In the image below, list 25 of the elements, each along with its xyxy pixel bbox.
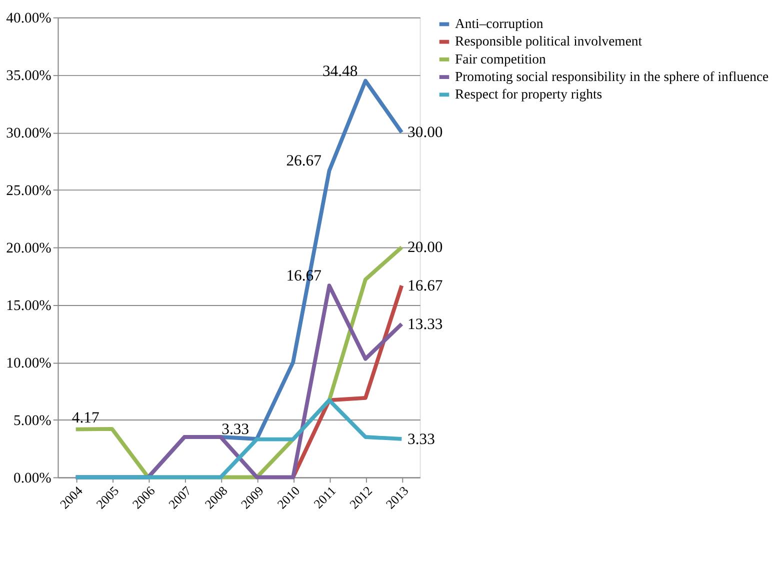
legend-label: Promoting social responsibility in the sphere of influence	[455, 68, 769, 84]
y-tick-label: 35.00%	[6, 68, 52, 84]
line-series	[74, 398, 404, 480]
y-tick-label: 0.00%	[14, 470, 52, 487]
y-tick-label: 20.00%	[6, 240, 52, 257]
data-label: 3.33	[222, 421, 250, 438]
y-tick-label: 25.00%	[6, 183, 52, 200]
data-label: 34.48	[322, 62, 358, 80]
y-tick-label: 5.00%	[14, 413, 52, 430]
data-label: 4.17	[72, 409, 100, 426]
y-tick-label: 15.00%	[6, 298, 52, 314]
y-tick-label: 10.00%	[6, 356, 52, 372]
legend-label: Responsible political involvement	[455, 34, 642, 49]
data-label: 20.00	[408, 239, 443, 256]
data-label: 13.33	[408, 316, 443, 333]
y-tick-label: 30.00%	[6, 126, 52, 142]
x-tick-label: 2011	[311, 484, 339, 512]
data-label: 30.00	[408, 124, 443, 142]
y-tick-label: 40.00%	[6, 10, 52, 27]
legend-label: Anti–corruption	[455, 16, 544, 32]
legend-label: Fair competition	[455, 51, 546, 66]
legend-label: Respect for property rights	[455, 86, 602, 102]
data-label: 26.67	[286, 152, 322, 170]
data-label: 3.33	[408, 430, 436, 448]
data-label: 16.67	[408, 277, 443, 294]
